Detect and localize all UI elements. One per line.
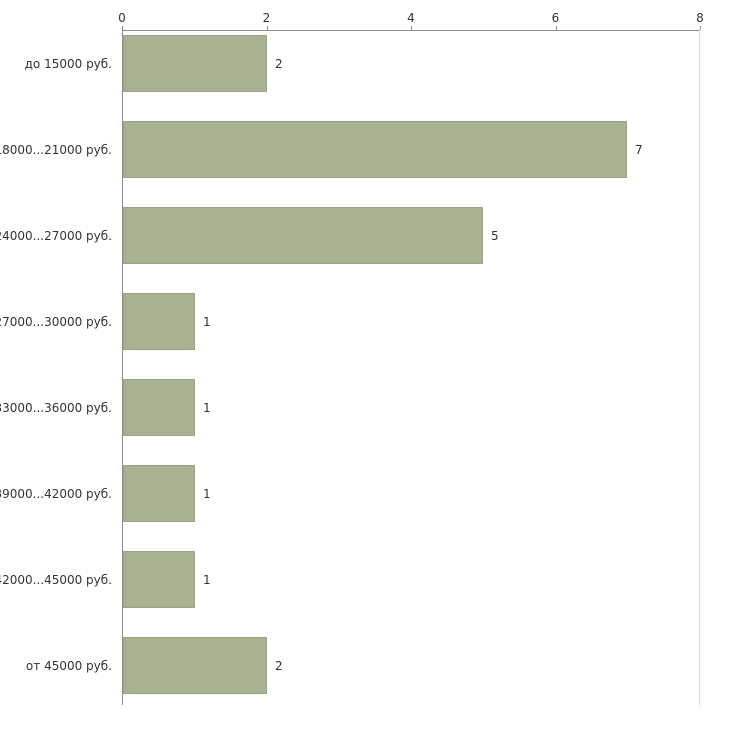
bar bbox=[123, 293, 195, 350]
x-tick-label: 2 bbox=[262, 11, 271, 25]
bar-row: 7 bbox=[123, 121, 699, 178]
bar-row: 1 bbox=[123, 551, 699, 608]
x-tick-label: 0 bbox=[118, 11, 126, 25]
bar-row: 1 bbox=[123, 293, 699, 350]
bar bbox=[123, 379, 195, 436]
category-label: 39000...42000 руб. bbox=[0, 486, 112, 501]
category-label: от 45000 руб. bbox=[25, 658, 112, 673]
x-tick-label: 4 bbox=[407, 11, 415, 25]
bar-value-label: 5 bbox=[491, 228, 499, 243]
bar-row: 2 bbox=[123, 35, 699, 92]
bar-row: 1 bbox=[123, 465, 699, 522]
bar bbox=[123, 637, 267, 694]
x-tick-mark bbox=[411, 26, 412, 30]
bar-value-label: 1 bbox=[203, 572, 211, 587]
category-label: 24000...27000 руб. bbox=[0, 228, 112, 243]
bar bbox=[123, 207, 483, 264]
x-tick-mark bbox=[555, 26, 557, 30]
category-label: 42000...45000 руб. bbox=[0, 572, 112, 587]
bar-value-label: 1 bbox=[203, 314, 211, 329]
bar bbox=[123, 551, 195, 608]
category-label: до 15000 руб. bbox=[24, 56, 112, 71]
bar bbox=[123, 465, 195, 522]
category-label: 27000...30000 руб. bbox=[0, 314, 112, 329]
bar-value-label: 2 bbox=[275, 56, 283, 71]
category-label: 33000...36000 руб. bbox=[0, 400, 112, 415]
bar-row: 2 bbox=[123, 637, 699, 694]
y-axis-labels: до 15000 руб. 18000...21000 руб. 24000...2… bbox=[0, 30, 118, 705]
category-label: 18000...21000 руб. bbox=[0, 142, 112, 157]
x-tick-label: 6 bbox=[551, 11, 560, 25]
x-tick-mark bbox=[700, 26, 701, 30]
x-tick-mark bbox=[266, 26, 268, 30]
bar bbox=[123, 35, 267, 92]
bar-value-label: 1 bbox=[203, 486, 211, 501]
x-tick-label: 8 bbox=[696, 11, 704, 25]
x-axis: 0 2 4 6 8 bbox=[0, 0, 730, 30]
bar-value-label: 7 bbox=[635, 142, 643, 157]
plot-area: 2 7 5 1 1 1 1 2 bbox=[122, 30, 700, 705]
bar-value-label: 2 bbox=[275, 658, 283, 673]
x-tick-mark bbox=[122, 26, 123, 30]
bar-row: 5 bbox=[123, 207, 699, 264]
bar-row: 1 bbox=[123, 379, 699, 436]
bar bbox=[123, 121, 627, 178]
bar-value-label: 1 bbox=[203, 400, 211, 415]
